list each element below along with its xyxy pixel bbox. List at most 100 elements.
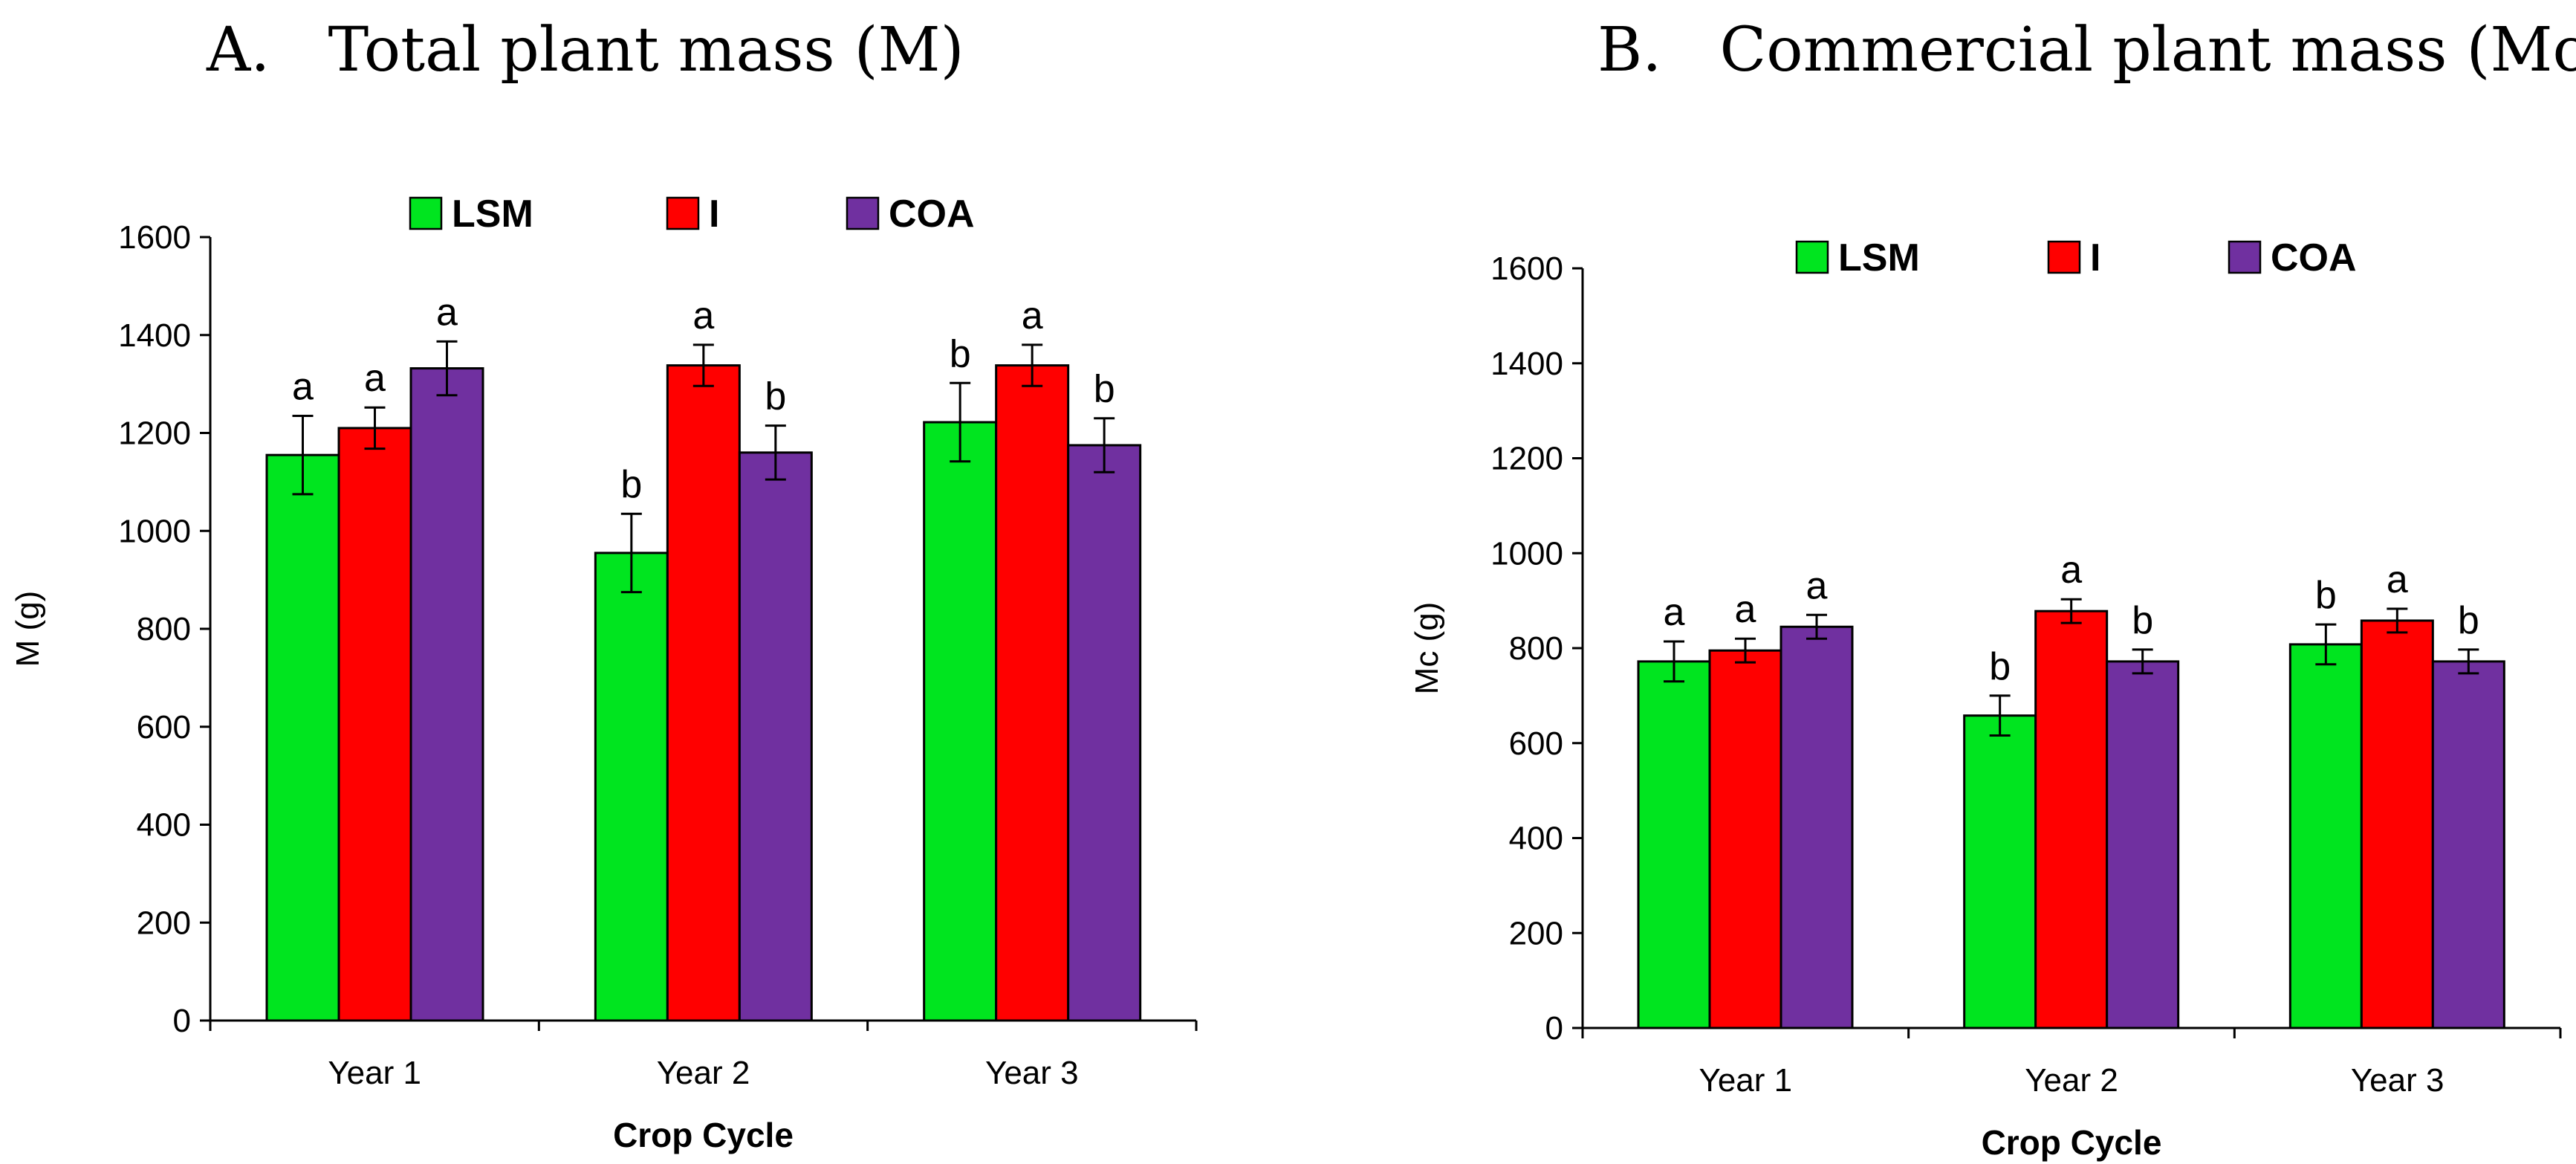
x-tick-label: Year 1 bbox=[1699, 1062, 1793, 1099]
error-bar bbox=[2060, 598, 2082, 624]
error-bar bbox=[2387, 607, 2408, 634]
y-tick-label: 1600 bbox=[1490, 250, 1563, 287]
bar-coa-year-1 bbox=[409, 367, 484, 1022]
error-bar bbox=[692, 343, 714, 387]
legend-item-coa: COA bbox=[2228, 236, 2357, 279]
significance-letter: a bbox=[1664, 591, 1685, 634]
legend-label-i: I bbox=[2090, 236, 2100, 279]
bar-coa-year-2 bbox=[738, 451, 813, 1022]
error-bar bbox=[364, 406, 386, 450]
x-tick-label: Year 3 bbox=[2351, 1062, 2444, 1099]
bar-i-year-1 bbox=[337, 427, 412, 1022]
significance-letter: b bbox=[950, 332, 971, 375]
error-bar bbox=[620, 512, 642, 594]
y-tick-label: 1200 bbox=[118, 416, 191, 452]
y-tick-label: 800 bbox=[137, 611, 191, 647]
bar-coa-year-3 bbox=[1067, 444, 1142, 1022]
y-tick-label: 800 bbox=[1509, 630, 1563, 667]
significance-letter: b bbox=[1094, 368, 1115, 411]
y-tick-label: 200 bbox=[1509, 915, 1563, 951]
chart-b-title: B. Commercial plant mass (Mc) bbox=[1597, 15, 2576, 85]
significance-letter: b bbox=[1989, 645, 2011, 688]
significance-letter: b bbox=[620, 463, 642, 506]
significance-letter: a bbox=[1022, 294, 1043, 337]
error-bar bbox=[436, 340, 458, 397]
x-tick-label: Year 1 bbox=[328, 1055, 421, 1091]
legend-item-lsm: LSM bbox=[1795, 236, 1920, 279]
y-tick-label: 600 bbox=[137, 709, 191, 746]
bar-lsm-year-3 bbox=[2288, 643, 2363, 1029]
legend-item-i: I bbox=[666, 193, 719, 236]
legend-swatch-i bbox=[666, 196, 700, 230]
significance-letter: a bbox=[436, 291, 458, 334]
chart-b: a a a b a b b a b 0 200 400 600 800 1000 1200 1400 1600 Ye… bbox=[1409, 236, 2562, 1162]
error-bar bbox=[1735, 637, 1756, 664]
bar-lsm-year-2 bbox=[1963, 714, 2037, 1029]
significance-letter: b bbox=[2132, 599, 2153, 642]
bar-i-year-2 bbox=[666, 364, 741, 1022]
y-tick-label: 0 bbox=[1545, 1010, 1563, 1047]
y-tick-label: 400 bbox=[1509, 821, 1563, 857]
significance-letter: a bbox=[2387, 558, 2408, 601]
significance-letter: a bbox=[1806, 564, 1828, 607]
error-bar bbox=[1989, 694, 2011, 737]
error-bar bbox=[1022, 343, 1043, 387]
legend-item-lsm: LSM bbox=[409, 193, 533, 236]
bar-lsm-year-1 bbox=[265, 453, 340, 1022]
error-bar bbox=[2315, 623, 2337, 666]
significance-letter: b bbox=[2458, 599, 2479, 642]
significance-letter: a bbox=[2060, 549, 2082, 592]
legend-swatch-coa bbox=[846, 196, 880, 230]
error-bar bbox=[765, 424, 786, 481]
significance-letter: a bbox=[292, 365, 314, 408]
bar-i-year-3 bbox=[995, 364, 1070, 1022]
chart-a: a a a b a b b a b 0 200 400 600 800 1000 1200 1400 1600 Ye… bbox=[10, 193, 1198, 1154]
x-axis-title: Crop Cycle bbox=[1982, 1123, 2162, 1162]
error-bar bbox=[292, 414, 314, 496]
bar-i-year-1 bbox=[1708, 649, 1782, 1029]
y-tick-label: 1400 bbox=[1490, 346, 1563, 382]
legend-label-coa: COA bbox=[2271, 236, 2357, 279]
legend-label-lsm: LSM bbox=[452, 193, 533, 236]
y-tick-label: 1200 bbox=[1490, 441, 1563, 477]
y-tick-label: 1000 bbox=[118, 513, 191, 549]
legend-item-i: I bbox=[2047, 236, 2100, 279]
x-tick-label: Year 3 bbox=[985, 1055, 1079, 1091]
legend-label-i: I bbox=[709, 193, 719, 236]
bar-i-year-3 bbox=[2360, 619, 2434, 1029]
y-axis-title: Mc (g) bbox=[1409, 602, 1445, 695]
error-bar bbox=[2458, 648, 2479, 675]
error-bar bbox=[1806, 613, 1827, 640]
y-tick-label: 600 bbox=[1509, 725, 1563, 762]
legend-label-coa: COA bbox=[889, 193, 975, 236]
error-bar bbox=[1664, 640, 1684, 683]
legend-swatch-lsm bbox=[1795, 240, 1829, 274]
legend-swatch-lsm bbox=[409, 196, 443, 230]
chart-a-title: A. Total plant mass (M) bbox=[206, 15, 964, 85]
significance-letter: a bbox=[364, 357, 386, 400]
legend-swatch-coa bbox=[2228, 240, 2262, 274]
error-bar bbox=[950, 381, 971, 463]
y-axis-title: M (g) bbox=[10, 591, 46, 667]
significance-letter: a bbox=[692, 294, 714, 337]
legend-swatch-i bbox=[2047, 240, 2081, 274]
y-tick-label: 200 bbox=[137, 905, 191, 941]
bar-coa-year-2 bbox=[2106, 660, 2180, 1029]
significance-letter: b bbox=[2315, 574, 2337, 617]
bar-lsm-year-2 bbox=[594, 552, 669, 1022]
bar-lsm-year-3 bbox=[923, 421, 998, 1022]
y-tick-label: 1600 bbox=[118, 219, 191, 256]
x-axis-title: Crop Cycle bbox=[613, 1116, 794, 1154]
y-tick-label: 1000 bbox=[1490, 535, 1563, 572]
y-tick-label: 1400 bbox=[118, 317, 191, 354]
bar-coa-year-3 bbox=[2431, 660, 2505, 1029]
y-tick-label: 400 bbox=[137, 807, 191, 844]
legend-label-lsm: LSM bbox=[1838, 236, 1920, 279]
significance-letter: a bbox=[1735, 588, 1756, 631]
significance-letter: b bbox=[765, 375, 786, 418]
bar-i-year-2 bbox=[2034, 610, 2109, 1029]
error-bar bbox=[2132, 648, 2153, 675]
x-tick-label: Year 2 bbox=[657, 1055, 750, 1091]
bar-coa-year-1 bbox=[1779, 625, 1854, 1029]
